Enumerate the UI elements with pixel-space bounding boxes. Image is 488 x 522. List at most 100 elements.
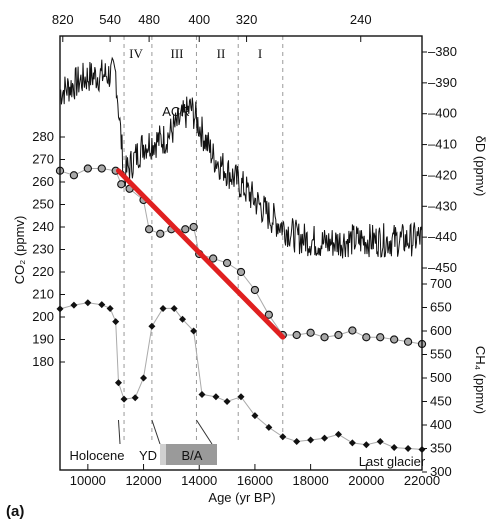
ch4-point-4 [106, 304, 114, 312]
ch4-point-20 [265, 423, 273, 431]
ch4-point-3 [98, 301, 106, 309]
co2-tick-label-1: 270 [32, 152, 54, 167]
ch4-point-10 [148, 322, 156, 330]
dd-axis-title: δD (ppmv) [473, 136, 488, 197]
co2-point-18 [264, 310, 273, 319]
ch4-point-29 [390, 444, 398, 452]
co2-point-17 [250, 285, 260, 295]
co2-point-3 [97, 164, 106, 173]
ch4-point-11 [159, 304, 167, 312]
co2-point-14 [209, 254, 218, 263]
dd-tick-label-7: –450 [428, 260, 457, 275]
ch4-axis-title: CH₄ (ppmv) [473, 346, 488, 414]
dd-tick-label-4: –420 [428, 167, 457, 182]
ch4-point-9 [140, 374, 148, 382]
ch4-point-24 [321, 434, 329, 442]
x-tick-label-2: 14000 [181, 473, 217, 488]
co2-point-21 [306, 328, 315, 337]
ch4-point-1 [70, 301, 78, 309]
ch4-tick-label-1: 650 [430, 300, 452, 315]
co2-point-1 [69, 171, 79, 180]
ch4-point-2 [84, 299, 92, 307]
co2-tick-label-3: 250 [32, 197, 54, 212]
co2-point-5 [117, 180, 126, 189]
co2-point-12 [189, 222, 198, 232]
ch4-point-19 [251, 412, 259, 420]
ch4-tick-label-7: 350 [430, 441, 452, 456]
ch4-point-7 [120, 395, 128, 403]
co2-axis-title: CO₂ (ppmv) [12, 216, 27, 285]
co2-tick-label-10: 180 [32, 354, 54, 369]
period-label-ii: II [217, 46, 226, 61]
ch4-point-15 [198, 390, 206, 398]
dd-tick-label-0: –380 [428, 44, 457, 59]
x-tick-label-3: 16000 [237, 473, 273, 488]
co2-point-2 [83, 164, 92, 173]
ch4-tick-label-4: 500 [430, 370, 452, 385]
co2-point-25 [362, 333, 371, 342]
ch4-tick-label-5: 450 [430, 394, 452, 409]
ch4-tick-label-6: 400 [430, 417, 452, 432]
ch4-point-13 [179, 315, 187, 323]
period-label-i: I [258, 46, 262, 61]
ch4-point-18 [237, 393, 245, 401]
ch4-point-16 [212, 393, 220, 401]
ba-bar [166, 444, 217, 465]
plot-frame [59, 35, 423, 471]
co2-point-8 [144, 225, 154, 234]
top-tick-label-1: 540 [99, 12, 121, 27]
acr-annotation: ACR [162, 104, 189, 119]
ch4-point-28 [376, 437, 384, 445]
ch4-tick-label-8: 300 [430, 464, 452, 479]
ch4-point-17 [223, 398, 231, 405]
ch4-point-6 [114, 379, 122, 387]
x-axis-title: Age (yr BP) [208, 490, 275, 505]
co2-point-15 [222, 258, 232, 268]
co2-point-23 [334, 330, 343, 340]
co2-point-27 [390, 335, 399, 344]
co2-point-9 [156, 229, 165, 238]
ch4-tick-label-0: 700 [430, 276, 452, 291]
co2-tick-label-5: 230 [32, 242, 54, 257]
x-tick-label-0: 10000 [70, 473, 106, 488]
top-tick-label-2: 480 [138, 12, 160, 27]
x-tick-label-4: 18000 [293, 473, 329, 488]
ch4-point-26 [348, 439, 356, 447]
co2-point-26 [376, 333, 385, 342]
ch4-tick-label-2: 600 [430, 323, 452, 338]
data-series [55, 56, 427, 453]
x-tick-label-1: 12000 [125, 473, 161, 488]
co2-tick-label-4: 240 [32, 219, 54, 234]
ch4-point-22 [293, 437, 301, 445]
ba-label: B/A [182, 448, 203, 463]
tick-labels: 10000 12000 14000 16000 18000 20000 22000 820 54… [32, 12, 457, 488]
top-tick-label-3: 400 [188, 12, 210, 27]
ch4-point-25 [334, 430, 342, 438]
deltaD-series-line [59, 56, 423, 259]
co2-tick-label-9: 190 [32, 332, 54, 347]
ch4-tick-label-3: 550 [430, 347, 452, 362]
bar-connector-2 [196, 419, 213, 445]
top-tick-label-0: 820 [52, 12, 74, 27]
bar-connector-0 [117, 419, 121, 445]
holocene-label: Holocene [70, 448, 125, 463]
co2-tick-label-8: 200 [32, 309, 54, 324]
last-glacier-label: Last glacier [359, 454, 426, 469]
co2-tick-label-0: 280 [32, 129, 54, 144]
co2-tick-label-6: 220 [32, 264, 54, 279]
co2-tick-label-2: 260 [32, 174, 54, 189]
top-tick-label-5: 240 [350, 12, 372, 27]
ch4-point-21 [279, 433, 287, 441]
period-label-iii: III [171, 46, 184, 61]
bar-connector-1 [151, 419, 161, 445]
ch4-point-27 [362, 441, 370, 449]
red-trend-line [115, 168, 286, 340]
co2-tick-label-7: 210 [32, 287, 54, 302]
ch4-point-23 [307, 436, 315, 444]
co2-point-28 [403, 337, 413, 346]
x-tick-label-6: 22000 [404, 473, 440, 488]
ch4-point-8 [131, 394, 139, 402]
ch4-point-14 [190, 327, 198, 335]
period-label-iv: IV [129, 46, 143, 61]
dd-tick-label-3: –410 [428, 137, 457, 152]
